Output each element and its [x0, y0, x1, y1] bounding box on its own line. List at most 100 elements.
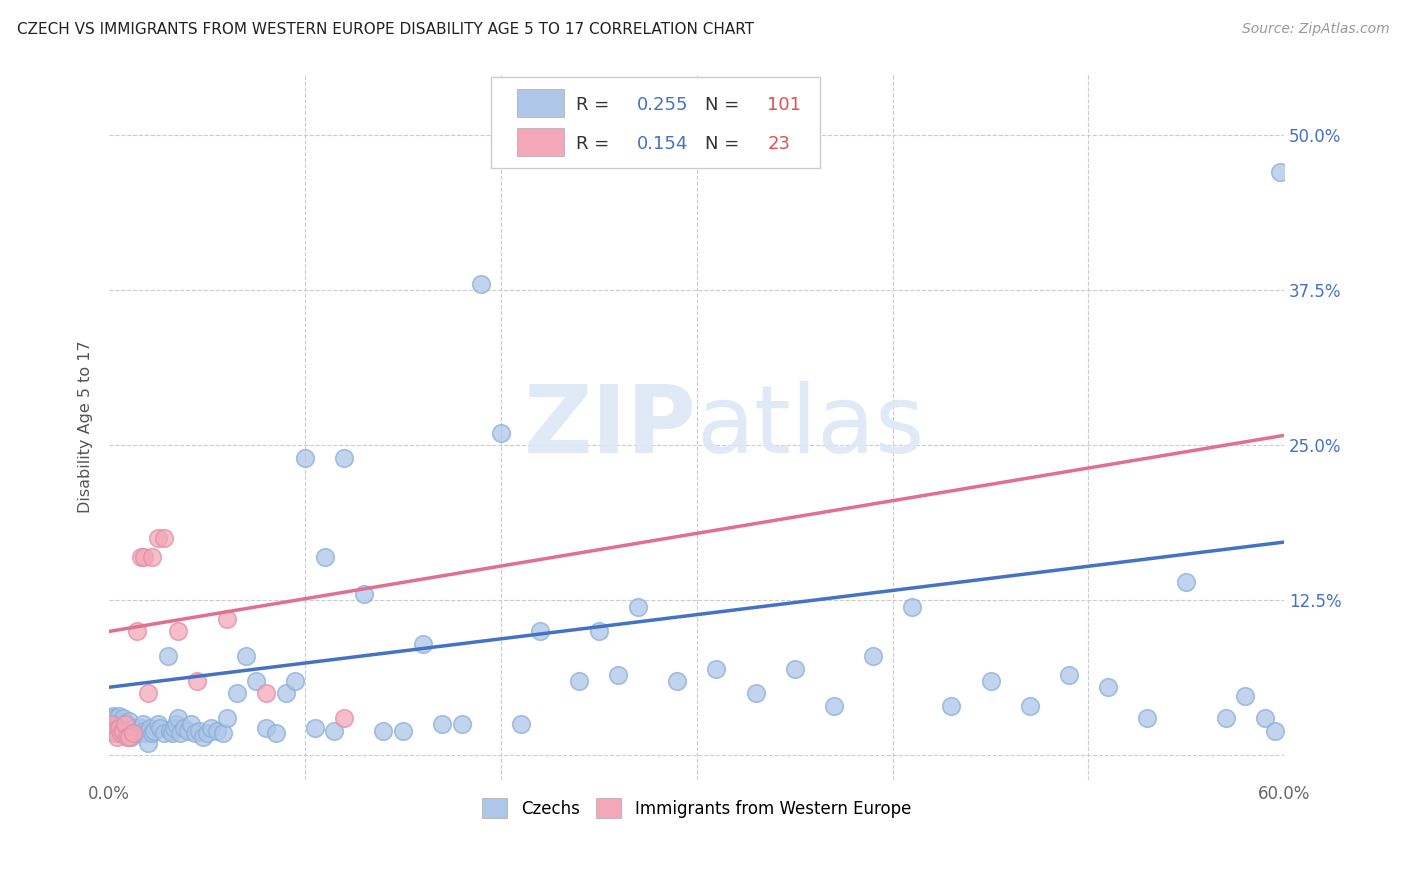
- Legend: Czechs, Immigrants from Western Europe: Czechs, Immigrants from Western Europe: [475, 791, 918, 825]
- Point: [254, 686, 277, 700]
- Point: [105, 717, 128, 731]
- Point: [134, 549, 156, 564]
- Point: [105, 726, 128, 740]
- Point: [111, 723, 134, 738]
- Point: [131, 717, 153, 731]
- Point: [862, 649, 884, 664]
- Point: [180, 717, 202, 731]
- Point: [193, 730, 215, 744]
- Point: [215, 612, 238, 626]
- Text: atlas: atlas: [697, 381, 925, 473]
- Point: [509, 717, 531, 731]
- Text: CZECH VS IMMIGRANTS FROM WESTERN EUROPE DISABILITY AGE 5 TO 17 CORRELATION CHART: CZECH VS IMMIGRANTS FROM WESTERN EUROPE …: [17, 22, 754, 37]
- Text: 0.255: 0.255: [637, 96, 689, 114]
- Point: [284, 673, 307, 688]
- Point: [568, 673, 591, 688]
- Point: [165, 717, 187, 731]
- Point: [153, 532, 176, 546]
- Point: [134, 723, 156, 738]
- Point: [1270, 165, 1292, 179]
- Point: [115, 717, 138, 731]
- Point: [173, 721, 195, 735]
- Point: [353, 587, 375, 601]
- Point: [110, 717, 132, 731]
- Point: [941, 698, 963, 713]
- Point: [744, 686, 766, 700]
- Point: [304, 721, 326, 735]
- Point: [160, 726, 183, 740]
- Point: [1097, 680, 1119, 694]
- Point: [1254, 711, 1277, 725]
- Point: [980, 673, 1002, 688]
- Text: R =: R =: [575, 136, 614, 153]
- Point: [1215, 711, 1237, 725]
- Point: [159, 723, 181, 738]
- Point: [392, 723, 415, 738]
- Text: R =: R =: [575, 96, 614, 114]
- Point: [274, 686, 297, 700]
- Point: [125, 624, 148, 639]
- Y-axis label: Disability Age 5 to 17: Disability Age 5 to 17: [79, 341, 93, 513]
- Point: [1234, 689, 1257, 703]
- Point: [121, 726, 143, 740]
- Point: [235, 649, 257, 664]
- Point: [1018, 698, 1040, 713]
- Point: [120, 730, 142, 744]
- Point: [129, 549, 152, 564]
- Point: [588, 624, 610, 639]
- Point: [166, 711, 188, 725]
- Point: [901, 599, 924, 614]
- Point: [186, 673, 208, 688]
- Point: [115, 730, 138, 744]
- Point: [294, 450, 316, 465]
- Point: [110, 726, 132, 740]
- Point: [118, 714, 141, 728]
- Point: [101, 708, 124, 723]
- Point: [470, 277, 492, 291]
- Point: [529, 624, 551, 639]
- Point: [118, 723, 141, 738]
- Point: [138, 686, 160, 700]
- Point: [138, 736, 160, 750]
- Point: [333, 450, 356, 465]
- Point: [139, 721, 162, 735]
- Point: [148, 532, 170, 546]
- Point: [153, 726, 176, 740]
- Point: [128, 726, 150, 740]
- Point: [823, 698, 845, 713]
- Point: [323, 723, 346, 738]
- Point: [104, 717, 127, 731]
- Point: [1057, 668, 1080, 682]
- Point: [101, 714, 124, 728]
- Point: [783, 662, 806, 676]
- Text: Source: ZipAtlas.com: Source: ZipAtlas.com: [1241, 22, 1389, 37]
- Point: [111, 711, 134, 725]
- Point: [125, 723, 148, 738]
- Point: [105, 730, 128, 744]
- FancyBboxPatch shape: [491, 77, 820, 169]
- Point: [1175, 574, 1198, 589]
- Point: [114, 726, 136, 740]
- Point: [135, 726, 157, 740]
- Point: [108, 721, 131, 735]
- Point: [101, 723, 124, 738]
- Point: [169, 726, 191, 740]
- Point: [124, 726, 146, 740]
- Point: [101, 721, 124, 735]
- Point: [264, 726, 287, 740]
- Point: [489, 425, 512, 440]
- Point: [156, 649, 179, 664]
- Point: [188, 723, 211, 738]
- Point: [163, 721, 186, 735]
- Point: [314, 549, 336, 564]
- Point: [118, 730, 141, 744]
- Point: [195, 726, 218, 740]
- Text: N =: N =: [704, 96, 745, 114]
- Point: [110, 726, 132, 740]
- Point: [607, 668, 630, 682]
- Point: [100, 711, 122, 725]
- Point: [627, 599, 650, 614]
- Point: [666, 673, 689, 688]
- Point: [143, 723, 166, 738]
- Point: [104, 726, 127, 740]
